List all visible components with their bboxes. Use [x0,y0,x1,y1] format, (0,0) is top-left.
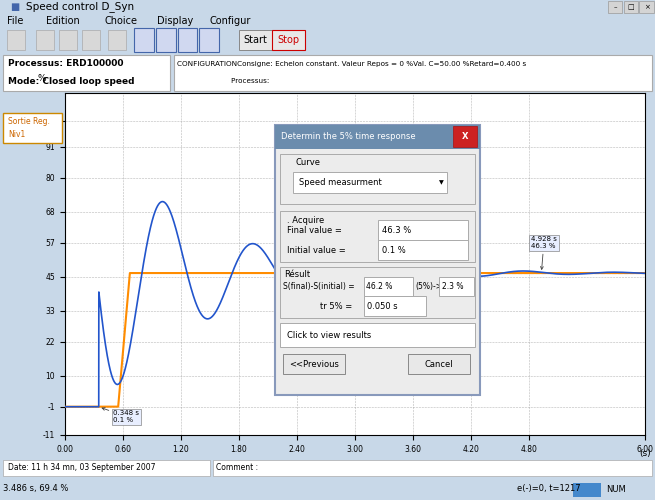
Text: Speed measurment: Speed measurment [299,178,381,187]
Text: . Acquire: . Acquire [288,216,324,224]
Text: Processus: ERD100000: Processus: ERD100000 [8,58,123,68]
Bar [213,460,652,476]
Bar [3,55,170,91]
Text: CONFIGURATIONConsigne: Echelon constant. Valeur Repos = 0 %Val. C=50.00 %Retard=: CONFIGURATIONConsigne: Echelon constant.… [177,61,526,67]
Text: Display: Display [157,16,193,26]
Text: Edition: Edition [46,16,80,26]
Text: Sortie Reg.: Sortie Reg. [8,117,50,126]
Text: (s): (s) [639,448,651,458]
Text: Speed control D_Syn: Speed control D_Syn [26,2,134,13]
Bar [280,323,475,347]
Bar [283,354,345,374]
Text: □: □ [627,4,634,10]
Bar [82,30,100,50]
Text: 46.2 %: 46.2 % [366,282,392,291]
Bar [7,30,25,50]
Text: Start: Start [244,35,267,45]
Text: e(-)=0, t=1217: e(-)=0, t=1217 [517,484,581,494]
Bar [377,240,468,260]
Text: S(final)-S(initial) =: S(final)-S(initial) = [283,282,355,291]
Bar [280,154,475,204]
Bar [174,55,652,91]
Bar [134,28,154,52]
Text: Click to view results: Click to view results [288,331,371,340]
Text: (5%)->: (5%)-> [415,282,442,291]
Text: Determin the 5% time response: Determin the 5% time response [281,132,416,141]
Bar [275,125,480,149]
Bar [408,354,470,374]
Text: Final value =: Final value = [288,226,342,235]
Text: Configur: Configur [210,16,251,26]
Text: <<Previous: <<Previous [289,360,339,369]
Text: 46.3 %: 46.3 % [382,226,411,235]
Bar [439,276,474,296]
Bar [280,267,475,318]
Text: Stop: Stop [278,35,300,45]
Bar [364,296,426,316]
Bar [3,460,210,476]
Bar [639,1,654,14]
Bar [199,28,219,52]
Text: Date: 11 h 34 mn, 03 September 2007: Date: 11 h 34 mn, 03 September 2007 [8,464,155,472]
Text: Mode: Closed loop speed: Mode: Closed loop speed [8,78,134,86]
Text: 0.050 s: 0.050 s [367,302,398,310]
Bar [377,220,468,240]
Text: Comment :: Comment : [216,464,258,472]
Bar [239,30,272,50]
Text: 0.1 %: 0.1 % [382,246,405,254]
Text: Initial value =: Initial value = [288,246,346,254]
Bar [178,28,197,52]
Bar [108,30,126,50]
Bar [293,172,447,194]
Bar [573,483,601,497]
Text: Cancel: Cancel [424,360,453,369]
Bar [59,30,77,50]
Text: NUM: NUM [606,484,626,494]
Bar [608,1,622,14]
Text: File: File [7,16,23,26]
Text: 3.486 s, 69.4 %: 3.486 s, 69.4 % [3,484,69,494]
Text: Curve: Curve [295,158,320,167]
Text: Processus:: Processus: [177,78,269,84]
Bar [272,30,305,50]
Bar [364,276,413,296]
Text: Résult: Résult [284,270,310,280]
Bar [36,30,54,50]
Text: 2.3 %: 2.3 % [442,282,464,291]
Bar [453,126,477,148]
Text: %: % [37,74,46,82]
Text: 4.928 s
46.3 %: 4.928 s 46.3 % [531,236,557,270]
Text: tr 5% =: tr 5% = [320,302,352,310]
Bar [156,28,176,52]
Text: 0.348 s
0.1 %: 0.348 s 0.1 % [102,408,140,424]
Text: X: X [462,132,468,141]
Text: ▼: ▼ [439,180,443,185]
Text: Niv1: Niv1 [8,130,26,139]
Text: ■: ■ [10,2,19,12]
Text: ×: × [644,4,649,10]
Text: –: – [613,4,617,10]
Bar [280,211,475,262]
Bar [624,1,638,14]
Text: Choice: Choice [105,16,138,26]
